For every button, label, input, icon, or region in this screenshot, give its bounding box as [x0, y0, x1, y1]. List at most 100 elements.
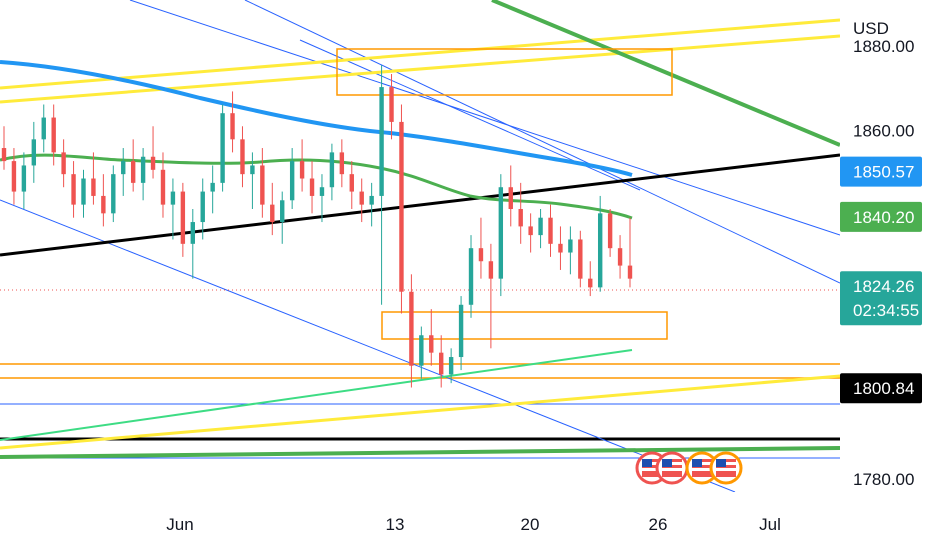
- trend-line-green-bottom[interactable]: [0, 446, 840, 459]
- candle-up[interactable]: [280, 200, 285, 223]
- candle-down[interactable]: [518, 208, 523, 227]
- candle-up[interactable]: [329, 152, 335, 188]
- channel-line-blue-4[interactable]: [0, 199, 736, 492]
- zone-rectangle-middle[interactable]: [381, 311, 668, 340]
- moving-average-green[interactable]: [0, 153, 633, 220]
- candle-down[interactable]: [399, 121, 404, 292]
- candle-up[interactable]: [250, 165, 255, 175]
- candle-down[interactable]: [508, 187, 513, 209]
- trend-line-black[interactable]: [0, 153, 840, 257]
- candle-down[interactable]: [240, 139, 245, 175]
- candle-down[interactable]: [150, 156, 156, 170]
- price-badge[interactable]: [840, 156, 922, 187]
- plot-area: [0, 0, 840, 492]
- candle-down[interactable]: [309, 178, 315, 196]
- candle-up[interactable]: [21, 165, 27, 192]
- y-tick-label-faded: 1880.00: [853, 37, 914, 56]
- candle-up[interactable]: [379, 87, 384, 196]
- candle-down[interactable]: [409, 291, 414, 366]
- x-tick-label: Jul: [759, 515, 781, 534]
- candle-up[interactable]: [498, 187, 504, 279]
- candle-up[interactable]: [220, 113, 225, 183]
- candle-down[interactable]: [160, 169, 166, 205]
- candle-down[interactable]: [230, 113, 235, 140]
- price-axis[interactable]: USD 1880.00 1860.00 1780.00 1850.57 1840.2…: [840, 0, 932, 550]
- candle-down[interactable]: [439, 352, 444, 375]
- candle-up[interactable]: [111, 174, 116, 214]
- candle-down[interactable]: [270, 204, 275, 223]
- candle-down[interactable]: [260, 165, 265, 205]
- price-badge[interactable]: [840, 373, 922, 404]
- candle-up[interactable]: [538, 217, 543, 236]
- candlestick-series: [1, 65, 633, 388]
- x-tick-label: 20: [521, 515, 540, 534]
- trend-line-green-steep[interactable]: [491, 0, 840, 147]
- candle-down[interactable]: [488, 261, 494, 279]
- candle-down[interactable]: [349, 174, 354, 192]
- time-axis[interactable]: Jun 13 20 26 Jul: [166, 515, 781, 534]
- candle-up[interactable]: [369, 195, 374, 205]
- candle-down[interactable]: [607, 213, 613, 249]
- candle-up[interactable]: [190, 222, 195, 244]
- trend-line-yellow-1[interactable]: [0, 18, 840, 90]
- candle-up[interactable]: [319, 187, 325, 196]
- candle-up[interactable]: [568, 239, 573, 253]
- candle-down[interactable]: [339, 152, 345, 175]
- candle-up[interactable]: [289, 161, 295, 201]
- trend-line-green-light[interactable]: [0, 349, 633, 441]
- candle-up[interactable]: [468, 248, 474, 305]
- candle-up[interactable]: [140, 156, 146, 183]
- candle-down[interactable]: [429, 335, 434, 353]
- candle-up[interactable]: [121, 161, 126, 175]
- candle-up[interactable]: [448, 357, 454, 375]
- candle-down[interactable]: [61, 152, 66, 175]
- candle-down[interactable]: [578, 239, 583, 279]
- channel-line-blue-2[interactable]: [244, 0, 840, 284]
- zone-rectangle-top[interactable]: [336, 48, 673, 96]
- candle-down[interactable]: [627, 265, 633, 279]
- trend-line-yellow-2[interactable]: [0, 34, 840, 104]
- us-flag-event-icon[interactable]: [655, 451, 689, 485]
- price-badge-label: 1850.57: [853, 163, 914, 182]
- candle-down[interactable]: [51, 117, 56, 153]
- candle-up[interactable]: [170, 191, 176, 205]
- candle-down[interactable]: [71, 174, 76, 205]
- candle-down[interactable]: [101, 195, 106, 214]
- candle-down[interactable]: [91, 178, 96, 196]
- candle-up[interactable]: [458, 304, 464, 358]
- price-badge-label: 1800.84: [853, 379, 914, 398]
- price-badge[interactable]: [840, 201, 922, 232]
- candle-down[interactable]: [299, 161, 305, 179]
- candle-down[interactable]: [528, 226, 533, 236]
- trend-line-yellow-3[interactable]: [0, 374, 840, 450]
- channel-line-blue-3[interactable]: [299, 39, 641, 191]
- candle-up[interactable]: [597, 213, 603, 288]
- moving-average-blue[interactable]: [0, 60, 633, 177]
- candle-down[interactable]: [130, 161, 136, 183]
- candle-up[interactable]: [210, 182, 215, 192]
- y-tick-label: 1780.00: [853, 470, 914, 489]
- channel-line-blue-1[interactable]: [129, 0, 840, 236]
- bar-countdown-label: 02:34:55: [853, 301, 919, 320]
- price-badge[interactable]: [840, 271, 922, 326]
- candle-down[interactable]: [617, 248, 623, 266]
- candle-down[interactable]: [478, 248, 484, 262]
- candle-up[interactable]: [41, 117, 46, 140]
- candle-down[interactable]: [359, 191, 364, 205]
- candle-down[interactable]: [1, 148, 7, 162]
- candle-down[interactable]: [11, 161, 17, 192]
- candle-down[interactable]: [588, 278, 593, 288]
- price-badge-label: 1840.20: [853, 208, 914, 227]
- candle-up[interactable]: [31, 139, 37, 166]
- us-flag-event-icon[interactable]: [709, 451, 743, 485]
- candle-up[interactable]: [419, 335, 424, 366]
- candle-down[interactable]: [389, 87, 394, 122]
- candle-down[interactable]: [558, 243, 563, 253]
- candle-up[interactable]: [81, 178, 86, 205]
- economic-events[interactable]: [635, 451, 743, 485]
- candle-down[interactable]: [180, 191, 186, 244]
- candle-up[interactable]: [200, 191, 205, 223]
- candle-down[interactable]: [548, 217, 553, 244]
- price-badge-label: 1824.26: [853, 277, 914, 296]
